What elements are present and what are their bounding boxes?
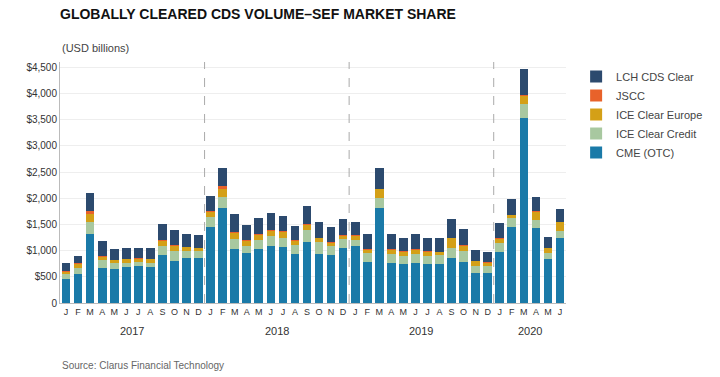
svg-text:N: N	[328, 307, 335, 317]
svg-text:A: A	[244, 307, 250, 317]
svg-text:O: O	[460, 307, 467, 317]
svg-text:0: 0	[51, 298, 57, 309]
svg-text:M: M	[110, 307, 118, 317]
svg-text:JSCC: JSCC	[616, 90, 645, 102]
svg-text:$500: $500	[35, 271, 58, 282]
svg-text:$4,500: $4,500	[26, 62, 57, 73]
svg-text:$3,000: $3,000	[26, 140, 57, 151]
svg-text:2019: 2019	[409, 325, 433, 337]
svg-text:M: M	[86, 307, 94, 317]
svg-text:O: O	[316, 307, 323, 317]
svg-text:M: M	[231, 307, 239, 317]
svg-text:A: A	[436, 307, 442, 317]
svg-text:J: J	[208, 307, 213, 317]
svg-text:J: J	[497, 307, 502, 317]
svg-text:M: M	[400, 307, 408, 317]
svg-text:2017: 2017	[120, 325, 144, 337]
svg-text:J: J	[136, 307, 141, 317]
svg-text:M: M	[376, 307, 384, 317]
svg-text:J: J	[558, 307, 563, 317]
svg-text:N: N	[183, 307, 190, 317]
svg-text:2020: 2020	[518, 325, 542, 337]
svg-text:LCH CDS Clear: LCH CDS Clear	[616, 71, 694, 83]
svg-text:J: J	[281, 307, 286, 317]
svg-text:F: F	[364, 307, 370, 317]
svg-text:S: S	[159, 307, 165, 317]
svg-text:J: J	[269, 307, 274, 317]
svg-text:S: S	[449, 307, 455, 317]
svg-text:M: M	[520, 307, 528, 317]
svg-text:CME (OTC): CME (OTC)	[616, 147, 674, 159]
svg-text:D: D	[340, 307, 347, 317]
svg-text:F: F	[220, 307, 226, 317]
svg-text:$4,000: $4,000	[26, 88, 57, 99]
svg-text:$1,000: $1,000	[26, 245, 57, 256]
svg-text:Source: Clarus Financial Techn: Source: Clarus Financial Technology	[62, 360, 224, 371]
svg-text:$1,500: $1,500	[26, 219, 57, 230]
svg-text:A: A	[533, 307, 539, 317]
svg-text:D: D	[195, 307, 202, 317]
svg-text:O: O	[171, 307, 178, 317]
svg-text:F: F	[75, 307, 81, 317]
svg-text:A: A	[388, 307, 394, 317]
svg-text:ICE Clear Europe: ICE Clear Europe	[616, 109, 702, 121]
svg-text:M: M	[544, 307, 552, 317]
svg-text:D: D	[484, 307, 491, 317]
svg-text:J: J	[353, 307, 358, 317]
svg-text:J: J	[413, 307, 418, 317]
svg-text:A: A	[292, 307, 298, 317]
svg-text:$2,000: $2,000	[26, 193, 57, 204]
svg-text:ICE Clear Credit: ICE Clear Credit	[616, 128, 696, 140]
svg-text:2018: 2018	[265, 325, 289, 337]
svg-text:$3,500: $3,500	[26, 114, 57, 125]
svg-text:J: J	[425, 307, 430, 317]
svg-text:GLOBALLY CLEARED CDS VOLUME–SE: GLOBALLY CLEARED CDS VOLUME–SEF MARKET S…	[60, 6, 456, 22]
svg-text:$2,500: $2,500	[26, 167, 57, 178]
svg-text:A: A	[99, 307, 105, 317]
svg-text:J: J	[124, 307, 129, 317]
svg-text:N: N	[472, 307, 479, 317]
svg-text:F: F	[509, 307, 515, 317]
svg-text:S: S	[304, 307, 310, 317]
svg-text:(USD billions): (USD billions)	[62, 42, 129, 54]
svg-text:J: J	[64, 307, 69, 317]
svg-text:M: M	[255, 307, 263, 317]
svg-text:A: A	[147, 307, 153, 317]
